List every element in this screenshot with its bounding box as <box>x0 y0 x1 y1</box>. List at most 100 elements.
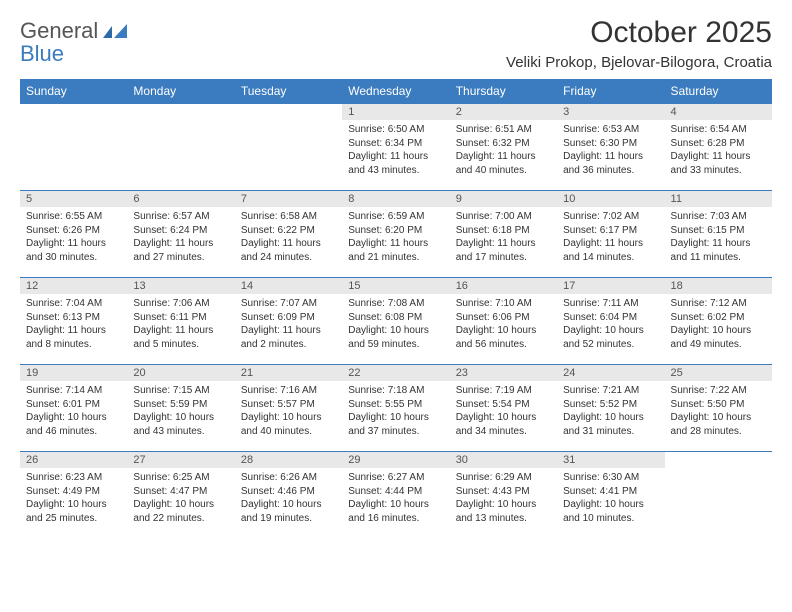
day-details: Sunrise: 6:59 AMSunset: 6:20 PMDaylight:… <box>342 207 449 268</box>
location-subtitle: Veliki Prokop, Bjelovar-Bilogora, Croati… <box>506 54 772 71</box>
day-details: Sunrise: 7:03 AMSunset: 6:15 PMDaylight:… <box>665 207 772 268</box>
day-details: Sunrise: 6:50 AMSunset: 6:34 PMDaylight:… <box>342 120 449 181</box>
brand-logo: General Blue <box>20 20 129 66</box>
day-number: 17 <box>557 278 664 294</box>
day-number: 22 <box>342 365 449 381</box>
day-number: 3 <box>557 104 664 120</box>
day-details: Sunrise: 6:58 AMSunset: 6:22 PMDaylight:… <box>235 207 342 268</box>
calendar-day-cell: 15Sunrise: 7:08 AMSunset: 6:08 PMDayligh… <box>342 278 449 365</box>
day-number: 18 <box>665 278 772 294</box>
day-number: 16 <box>450 278 557 294</box>
day-details: Sunrise: 7:18 AMSunset: 5:55 PMDaylight:… <box>342 381 449 442</box>
day-number: 10 <box>557 191 664 207</box>
day-number: 2 <box>450 104 557 120</box>
month-title: October 2025 <box>506 16 772 50</box>
calendar-day-cell: 17Sunrise: 7:11 AMSunset: 6:04 PMDayligh… <box>557 278 664 365</box>
day-details: Sunrise: 6:51 AMSunset: 6:32 PMDaylight:… <box>450 120 557 181</box>
calendar-week-row: 12Sunrise: 7:04 AMSunset: 6:13 PMDayligh… <box>20 278 772 365</box>
day-number: 31 <box>557 452 664 468</box>
day-details: Sunrise: 7:12 AMSunset: 6:02 PMDaylight:… <box>665 294 772 355</box>
calendar-day-cell: 4Sunrise: 6:54 AMSunset: 6:28 PMDaylight… <box>665 104 772 191</box>
day-details: Sunrise: 6:53 AMSunset: 6:30 PMDaylight:… <box>557 120 664 181</box>
day-number: 14 <box>235 278 342 294</box>
header: General Blue October 2025 Veliki Prokop,… <box>20 16 772 79</box>
calendar-week-row: 26Sunrise: 6:23 AMSunset: 4:49 PMDayligh… <box>20 452 772 539</box>
calendar-week-row: 1Sunrise: 6:50 AMSunset: 6:34 PMDaylight… <box>20 104 772 191</box>
day-details: Sunrise: 7:21 AMSunset: 5:52 PMDaylight:… <box>557 381 664 442</box>
day-number: 21 <box>235 365 342 381</box>
calendar-day-cell: 23Sunrise: 7:19 AMSunset: 5:54 PMDayligh… <box>450 365 557 452</box>
day-details: Sunrise: 6:23 AMSunset: 4:49 PMDaylight:… <box>20 468 127 529</box>
calendar-table: SundayMondayTuesdayWednesdayThursdayFrid… <box>20 79 772 538</box>
calendar-day-cell <box>20 104 127 191</box>
day-number: 26 <box>20 452 127 468</box>
day-details: Sunrise: 6:26 AMSunset: 4:46 PMDaylight:… <box>235 468 342 529</box>
calendar-day-cell: 2Sunrise: 6:51 AMSunset: 6:32 PMDaylight… <box>450 104 557 191</box>
weekday-header: Tuesday <box>235 79 342 104</box>
day-number: 24 <box>557 365 664 381</box>
calendar-day-cell: 3Sunrise: 6:53 AMSunset: 6:30 PMDaylight… <box>557 104 664 191</box>
weekday-header: Thursday <box>450 79 557 104</box>
calendar-day-cell: 26Sunrise: 6:23 AMSunset: 4:49 PMDayligh… <box>20 452 127 539</box>
calendar-day-cell: 16Sunrise: 7:10 AMSunset: 6:06 PMDayligh… <box>450 278 557 365</box>
calendar-day-cell: 21Sunrise: 7:16 AMSunset: 5:57 PMDayligh… <box>235 365 342 452</box>
day-details: Sunrise: 6:57 AMSunset: 6:24 PMDaylight:… <box>127 207 234 268</box>
calendar-day-cell: 14Sunrise: 7:07 AMSunset: 6:09 PMDayligh… <box>235 278 342 365</box>
day-number: 4 <box>665 104 772 120</box>
day-details: Sunrise: 7:08 AMSunset: 6:08 PMDaylight:… <box>342 294 449 355</box>
day-number: 23 <box>450 365 557 381</box>
calendar-week-row: 5Sunrise: 6:55 AMSunset: 6:26 PMDaylight… <box>20 191 772 278</box>
day-details: Sunrise: 6:55 AMSunset: 6:26 PMDaylight:… <box>20 207 127 268</box>
calendar-day-cell: 8Sunrise: 6:59 AMSunset: 6:20 PMDaylight… <box>342 191 449 278</box>
day-details: Sunrise: 7:15 AMSunset: 5:59 PMDaylight:… <box>127 381 234 442</box>
day-number: 11 <box>665 191 772 207</box>
day-number: 5 <box>20 191 127 207</box>
brand-part2: Blue <box>20 41 64 66</box>
day-details: Sunrise: 6:25 AMSunset: 4:47 PMDaylight:… <box>127 468 234 529</box>
calendar-body: 1Sunrise: 6:50 AMSunset: 6:34 PMDaylight… <box>20 104 772 539</box>
calendar-day-cell: 18Sunrise: 7:12 AMSunset: 6:02 PMDayligh… <box>665 278 772 365</box>
calendar-day-cell <box>665 452 772 539</box>
day-details: Sunrise: 7:07 AMSunset: 6:09 PMDaylight:… <box>235 294 342 355</box>
calendar-day-cell: 5Sunrise: 6:55 AMSunset: 6:26 PMDaylight… <box>20 191 127 278</box>
calendar-day-cell: 12Sunrise: 7:04 AMSunset: 6:13 PMDayligh… <box>20 278 127 365</box>
day-number: 15 <box>342 278 449 294</box>
day-details: Sunrise: 6:30 AMSunset: 4:41 PMDaylight:… <box>557 468 664 529</box>
calendar-day-cell: 11Sunrise: 7:03 AMSunset: 6:15 PMDayligh… <box>665 191 772 278</box>
day-number: 9 <box>450 191 557 207</box>
day-details: Sunrise: 7:02 AMSunset: 6:17 PMDaylight:… <box>557 207 664 268</box>
day-number: 1 <box>342 104 449 120</box>
calendar-day-cell <box>235 104 342 191</box>
calendar-day-cell <box>127 104 234 191</box>
calendar-day-cell: 31Sunrise: 6:30 AMSunset: 4:41 PMDayligh… <box>557 452 664 539</box>
day-details: Sunrise: 7:19 AMSunset: 5:54 PMDaylight:… <box>450 381 557 442</box>
weekday-header: Saturday <box>665 79 772 104</box>
day-number: 27 <box>127 452 234 468</box>
day-details: Sunrise: 6:54 AMSunset: 6:28 PMDaylight:… <box>665 120 772 181</box>
day-number: 20 <box>127 365 234 381</box>
day-number: 6 <box>127 191 234 207</box>
calendar-day-cell: 6Sunrise: 6:57 AMSunset: 6:24 PMDaylight… <box>127 191 234 278</box>
day-details: Sunrise: 7:00 AMSunset: 6:18 PMDaylight:… <box>450 207 557 268</box>
calendar-day-cell: 7Sunrise: 6:58 AMSunset: 6:22 PMDaylight… <box>235 191 342 278</box>
calendar-day-cell: 29Sunrise: 6:27 AMSunset: 4:44 PMDayligh… <box>342 452 449 539</box>
day-details: Sunrise: 7:16 AMSunset: 5:57 PMDaylight:… <box>235 381 342 442</box>
day-number: 12 <box>20 278 127 294</box>
day-details: Sunrise: 7:10 AMSunset: 6:06 PMDaylight:… <box>450 294 557 355</box>
brand-part1: General <box>20 18 98 43</box>
day-details: Sunrise: 7:11 AMSunset: 6:04 PMDaylight:… <box>557 294 664 355</box>
day-number: 19 <box>20 365 127 381</box>
calendar-day-cell: 9Sunrise: 7:00 AMSunset: 6:18 PMDaylight… <box>450 191 557 278</box>
day-number: 8 <box>342 191 449 207</box>
weekday-header: Monday <box>127 79 234 104</box>
day-number: 25 <box>665 365 772 381</box>
calendar-day-cell: 22Sunrise: 7:18 AMSunset: 5:55 PMDayligh… <box>342 365 449 452</box>
day-number: 30 <box>450 452 557 468</box>
weekday-header: Friday <box>557 79 664 104</box>
calendar-day-cell: 27Sunrise: 6:25 AMSunset: 4:47 PMDayligh… <box>127 452 234 539</box>
calendar-day-cell: 28Sunrise: 6:26 AMSunset: 4:46 PMDayligh… <box>235 452 342 539</box>
calendar-day-cell: 24Sunrise: 7:21 AMSunset: 5:52 PMDayligh… <box>557 365 664 452</box>
day-details: Sunrise: 6:27 AMSunset: 4:44 PMDaylight:… <box>342 468 449 529</box>
day-details: Sunrise: 7:14 AMSunset: 6:01 PMDaylight:… <box>20 381 127 442</box>
calendar-day-cell: 13Sunrise: 7:06 AMSunset: 6:11 PMDayligh… <box>127 278 234 365</box>
